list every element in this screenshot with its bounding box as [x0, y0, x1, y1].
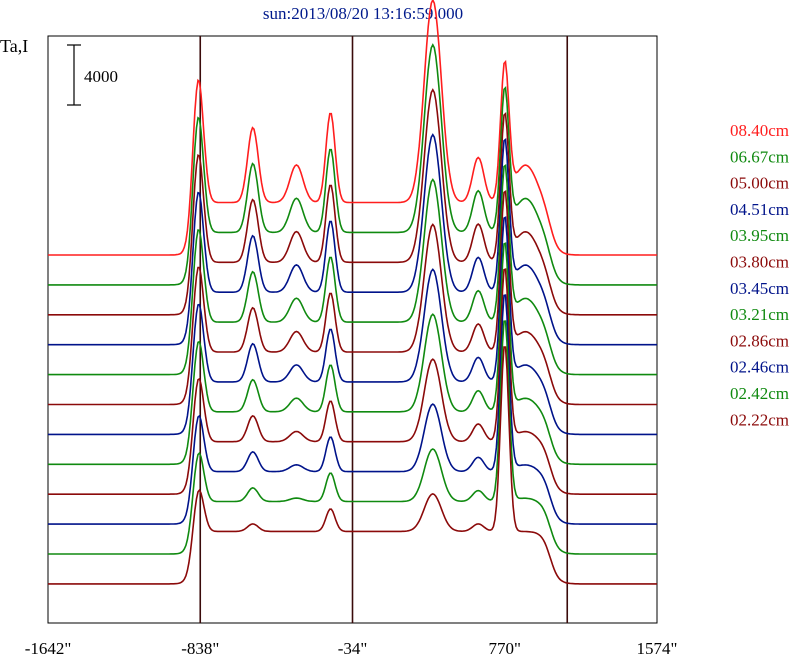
vertical-markers: [199, 36, 569, 623]
series-line: [48, 164, 657, 376]
legend-entry: 03.45cm: [730, 279, 789, 298]
series-line: [48, 242, 657, 466]
series-line: [48, 0, 657, 256]
legend-entry: 05.00cm: [730, 174, 789, 193]
series-line: [48, 88, 657, 316]
legend-entry: 02.22cm: [730, 410, 789, 429]
legend-entry: 08.40cm: [730, 121, 789, 140]
legend-entry: 03.21cm: [730, 305, 789, 324]
series-line: [48, 216, 657, 436]
x-axis-ticks: -1642" -838" -34" 770" 1574": [25, 639, 678, 658]
legend-entry: 04.51cm: [730, 200, 789, 219]
series-line: [48, 43, 657, 286]
x-tick-label: -838": [181, 639, 219, 658]
scale-bar: 4000: [67, 44, 118, 106]
x-tick-label: 1574": [637, 639, 678, 658]
legend-entry: 06.67cm: [730, 147, 789, 166]
x-tick-label: -34": [338, 639, 368, 658]
series-line: [48, 268, 657, 495]
y-axis-label: Ta,I: [0, 36, 28, 56]
scale-bar-label: 4000: [84, 67, 118, 86]
legend-entry: 02.46cm: [730, 358, 789, 377]
series-lines: [48, 0, 657, 585]
x-tick-label: 770": [489, 639, 521, 658]
series-line: [48, 346, 657, 585]
legend-entry: 03.95cm: [730, 226, 789, 245]
legend-entry: 02.42cm: [730, 384, 789, 403]
legend-entry: 02.86cm: [730, 331, 789, 350]
series-line: [48, 320, 657, 555]
x-tick-label: -1642": [25, 639, 72, 658]
series-line: [48, 133, 657, 346]
series-line: [48, 189, 657, 406]
series-line: [48, 294, 657, 525]
legend: 08.40cm 06.67cm 05.00cm 04.51cm 03.95cm 03.80…: [730, 121, 789, 429]
legend-entry: 03.80cm: [730, 253, 789, 272]
chart-title: sun:2013/08/20 13:16:59.000: [263, 4, 463, 23]
